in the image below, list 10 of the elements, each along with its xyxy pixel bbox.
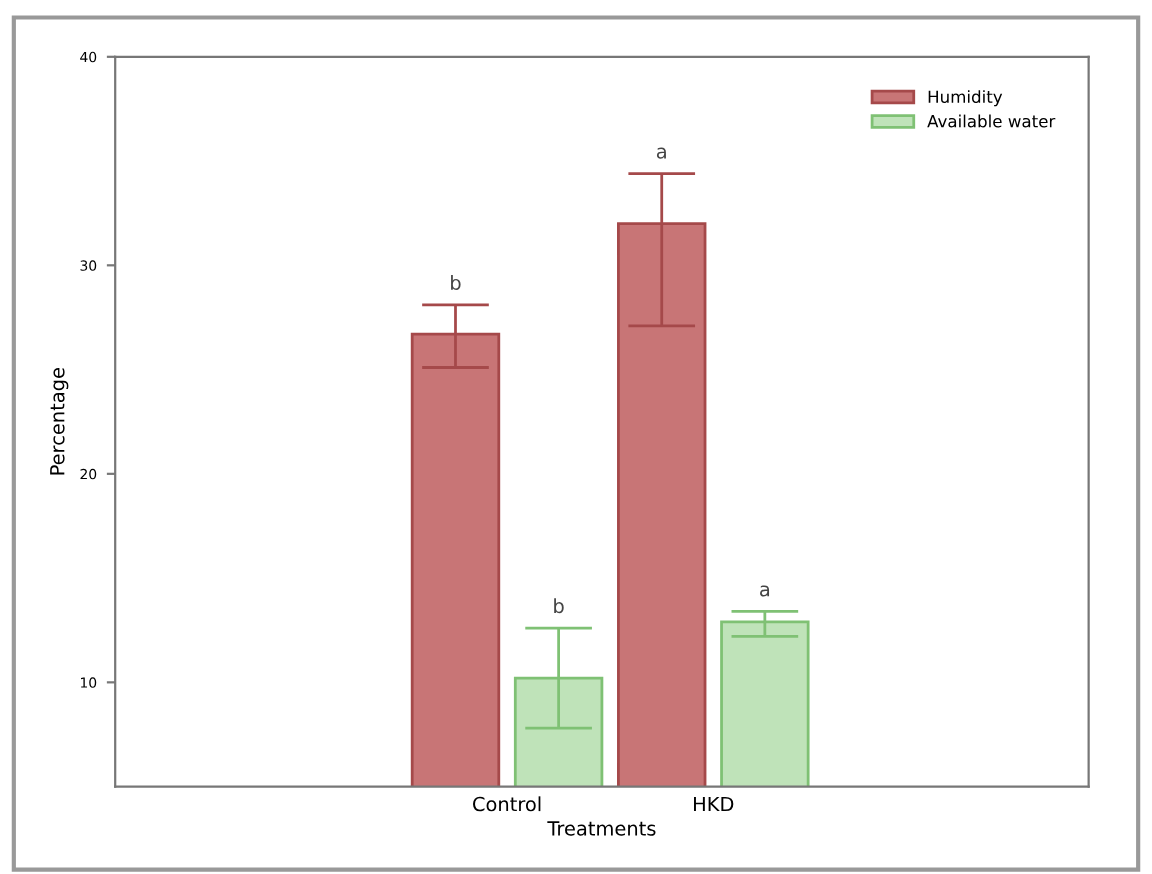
x-tick-label: Control — [473, 796, 541, 812]
legend-label: Humidity — [928, 90, 1003, 107]
x-axis-title: Treatments — [547, 821, 656, 836]
annotation: a — [656, 147, 666, 159]
annotation: b — [451, 275, 461, 291]
annotation: a — [760, 585, 770, 597]
x-tick-label: HKD — [694, 796, 734, 812]
legend-label: Available water — [927, 114, 1056, 128]
y-axis-title: Percentage — [50, 368, 69, 475]
annotation: b — [554, 598, 564, 614]
